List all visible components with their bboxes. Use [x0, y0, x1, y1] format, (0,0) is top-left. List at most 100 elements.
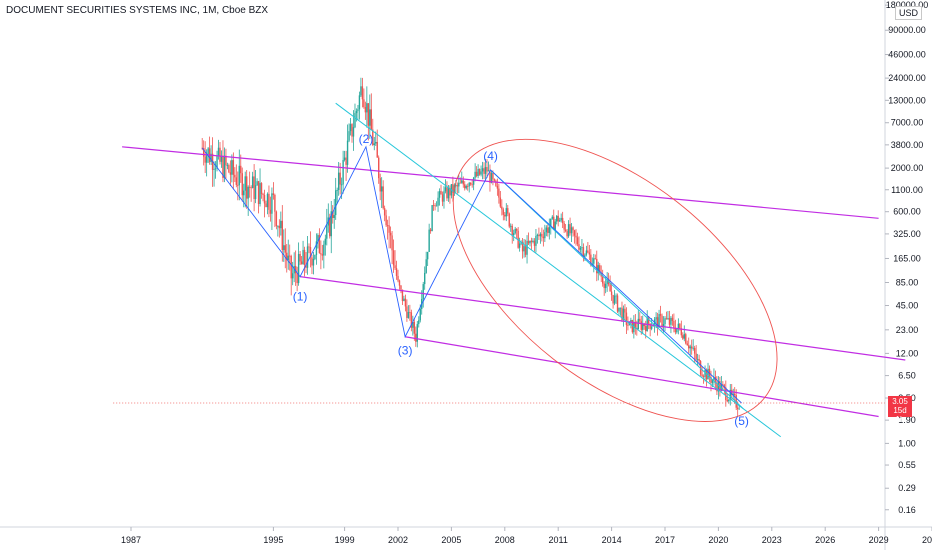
candle-body — [567, 224, 570, 237]
candle-body — [524, 246, 527, 255]
candle-body — [507, 208, 509, 214]
currency-label[interactable]: USD — [894, 6, 922, 20]
time-axis[interactable]: 1987 1995 1999 2002 2005 2008 2011 2014 2017 2020… — [121, 527, 932, 545]
candle-body — [667, 317, 669, 319]
candle-body — [290, 256, 292, 279]
candle-body — [647, 317, 650, 324]
candle-body — [431, 205, 433, 232]
price-tick-label: 0.16 — [898, 505, 916, 515]
candle-body — [266, 193, 269, 208]
price-tick-label: 0.55 — [898, 460, 916, 470]
candle-body — [213, 169, 215, 170]
candle-body — [640, 321, 642, 330]
candle-body — [446, 187, 448, 199]
candle-body — [610, 291, 613, 295]
candle-body — [306, 246, 309, 268]
candle-body — [535, 235, 537, 246]
candle-body — [655, 317, 657, 320]
candle-body — [582, 247, 585, 257]
candle-body — [585, 250, 588, 255]
candle-body — [572, 227, 574, 231]
candle-body — [588, 252, 591, 255]
price-tick-label: 90000.00 — [888, 25, 926, 35]
candle-body — [237, 184, 239, 186]
candle-body — [615, 295, 617, 297]
candle-body — [711, 379, 714, 383]
time-tick-label: 2017 — [655, 535, 675, 545]
price-tick-label: 12.00 — [896, 348, 919, 358]
candle-body — [318, 235, 321, 254]
candle-body — [231, 160, 233, 175]
candle-body — [613, 295, 616, 304]
candle-body — [659, 314, 662, 316]
candle-body — [587, 250, 589, 253]
candle-body — [299, 253, 301, 262]
candle-body — [294, 265, 297, 274]
candle-body — [235, 177, 238, 185]
candle-body — [679, 323, 681, 329]
candle-body — [689, 346, 691, 349]
wave-label: (5) — [734, 414, 749, 428]
candle-body — [606, 279, 608, 284]
candle-body — [438, 191, 441, 198]
candle-body — [493, 179, 496, 181]
candle-body — [501, 206, 503, 210]
candle-body — [435, 205, 438, 207]
candle-body — [244, 176, 246, 191]
candle-body — [487, 170, 490, 172]
candle-body — [550, 218, 552, 228]
candle-body — [330, 211, 332, 237]
candle-body — [578, 244, 580, 250]
candle-body — [210, 153, 212, 162]
candle-body — [692, 347, 694, 349]
candle-body — [416, 324, 418, 342]
candle-body — [685, 334, 687, 344]
candle-body — [504, 214, 506, 217]
candle-body — [602, 276, 604, 284]
candle-body — [425, 259, 427, 273]
candle-body — [355, 111, 358, 114]
candle-body — [214, 168, 217, 170]
candle-body — [716, 382, 718, 392]
candle-body — [490, 172, 493, 183]
candle-body — [557, 215, 559, 222]
candle-body — [204, 156, 206, 163]
candle-body — [219, 147, 221, 162]
candle-body — [378, 157, 380, 179]
candle-body — [429, 229, 432, 232]
candle-body — [458, 182, 460, 187]
candle-body — [413, 321, 416, 334]
candle-body — [251, 176, 254, 188]
candle-body — [542, 236, 545, 239]
price-tick-label: 325.00 — [893, 229, 921, 239]
candle-body — [661, 315, 663, 327]
candle-body — [593, 258, 595, 264]
candle-body — [621, 307, 623, 321]
candle-body — [456, 185, 459, 187]
price-axis[interactable]: 180000.00 90000.00 46000.00 24000.00 13000.0… — [885, 0, 928, 515]
candle-body — [665, 318, 668, 320]
candle-body — [513, 233, 515, 236]
candle-body — [354, 113, 356, 128]
candle-body — [400, 285, 402, 290]
candle-body — [434, 205, 436, 207]
candle-body — [265, 203, 267, 208]
candle-body — [649, 323, 651, 329]
candle-body — [257, 181, 260, 205]
candle-body — [271, 193, 273, 214]
chart-drawings — [113, 102, 906, 438]
candle-body — [297, 253, 300, 284]
candle-body — [670, 317, 672, 325]
candle-body — [240, 165, 242, 174]
candle-body — [309, 247, 312, 258]
candle-body — [293, 265, 295, 274]
candle-body — [573, 230, 576, 236]
candle-body — [461, 180, 463, 183]
candle-body — [289, 255, 291, 257]
candle-body — [443, 191, 445, 202]
candle-body — [335, 190, 337, 216]
candle-body — [551, 216, 553, 219]
candle-body — [677, 323, 680, 328]
